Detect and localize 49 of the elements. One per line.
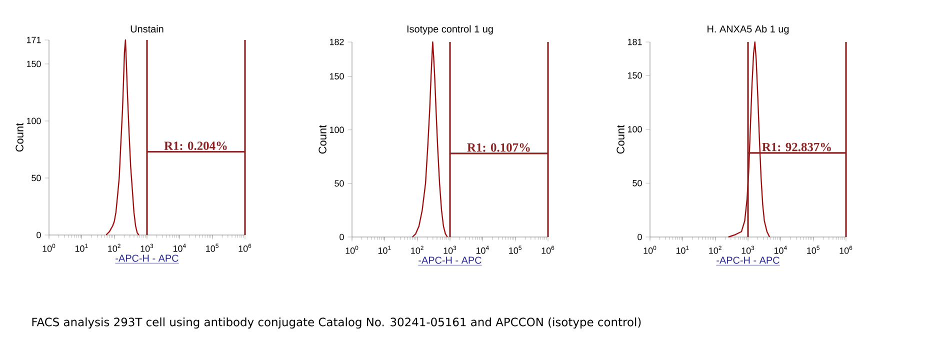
annotation: R1: 0.204% xyxy=(164,142,227,150)
y-tick-label: 150 xyxy=(330,73,344,80)
x-tick-label: 10$^{4}$ xyxy=(476,246,489,254)
y-tick-label: 100 xyxy=(26,118,41,124)
x-tick-label: 10$^{0}$ xyxy=(42,244,56,252)
x-tick-label: 10$^{5}$ xyxy=(807,246,820,254)
y-tick-label: 181 xyxy=(628,38,642,46)
x-axis-title: -APC-H - APC xyxy=(116,254,178,262)
y-tick-label: 50 xyxy=(632,180,642,186)
x-tick-label: 10$^{1}$ xyxy=(75,244,88,252)
x-axis-title: -APC-H - APC xyxy=(418,256,482,264)
chart-title: Unstain xyxy=(130,25,164,32)
y-axis-title: Count xyxy=(318,124,326,154)
x-tick-label: 10$^{5}$ xyxy=(206,244,218,252)
x-tick-label: 10$^{1}$ xyxy=(676,246,689,254)
y-tick-label: 100 xyxy=(628,126,642,132)
x-tick-label: 10$^{2}$ xyxy=(411,246,424,254)
x-tick-label: 10$^{4}$ xyxy=(774,246,787,254)
x-tick-label: 10$^{2}$ xyxy=(709,246,722,254)
y-tick-label: 50 xyxy=(334,180,344,187)
y-tick-label: 150 xyxy=(628,72,642,79)
text: FACS analysis 293T cell using antibody conjugate Catalog No. 30241-05161 and APCCON (isotype control) xyxy=(32,317,641,329)
x-axis-title: -APC-H - APC xyxy=(716,256,780,264)
x-tick-label: 10$^{6}$ xyxy=(238,244,252,252)
y-axis-title: Count xyxy=(616,124,624,154)
annotation: R1: 92.837% xyxy=(762,142,831,152)
y-tick-label: 182 xyxy=(330,38,344,46)
x-tick-label: 10$^{0}$ xyxy=(644,246,656,254)
y-tick-label: 0 xyxy=(340,234,344,240)
x-tick-label: 10$^{2}$ xyxy=(108,244,120,252)
x-tick-label: 10$^{0}$ xyxy=(346,246,358,254)
y-tick-label: 0 xyxy=(36,232,41,238)
y-tick-label: 150 xyxy=(26,60,41,68)
x-tick-label: 10$^{4}$ xyxy=(173,244,186,252)
chart-title: Isotype control 1 ug xyxy=(407,25,493,34)
x-tick-label: 10$^{1}$ xyxy=(378,246,391,254)
y-tick-label: 100 xyxy=(330,126,344,134)
x-tick-label: 10$^{3}$ xyxy=(140,244,154,252)
x-tick-label: 10$^{6}$ xyxy=(840,246,852,254)
x-tick-label: 10$^{5}$ xyxy=(509,246,522,254)
annotation: R1: 0.107% xyxy=(467,143,530,152)
chart-title: H. ANXA5 Ab 1 ug xyxy=(708,25,789,34)
x-tick-label: 10$^{3}$ xyxy=(444,246,456,254)
y-tick-label: 0 xyxy=(638,234,642,240)
y-axis-title: Count xyxy=(16,122,24,152)
x-tick-label: 10$^{6}$ xyxy=(542,246,554,254)
y-tick-label: 171 xyxy=(26,36,41,44)
x-tick-label: 10$^{3}$ xyxy=(742,246,754,254)
y-tick-label: 50 xyxy=(32,174,41,182)
